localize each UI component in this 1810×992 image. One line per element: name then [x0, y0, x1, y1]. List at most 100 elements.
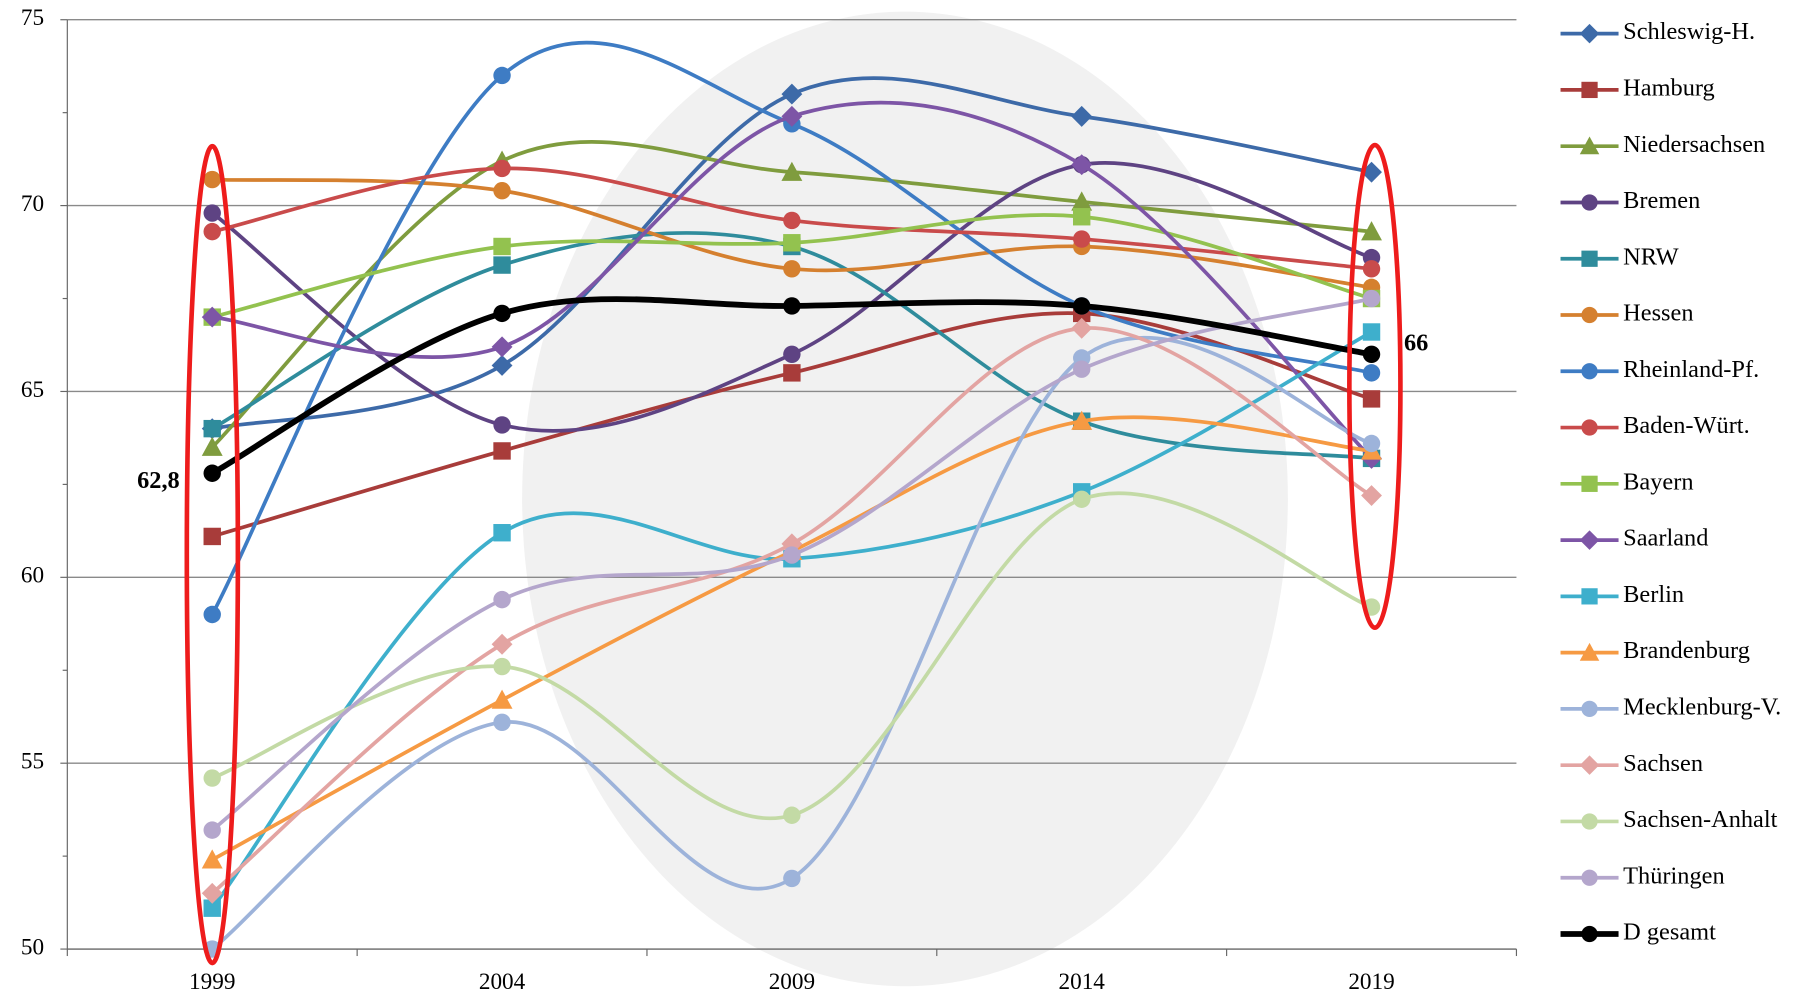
marker	[781, 161, 803, 181]
marker	[783, 364, 801, 382]
series-line	[210, 330, 1374, 911]
marker	[783, 546, 801, 564]
series	[201, 100, 1382, 469]
legend-label: Schleswig-H.	[1623, 18, 1755, 45]
series	[203, 289, 1381, 839]
x-tick-label: 2019	[1348, 969, 1394, 992]
marker	[1581, 250, 1598, 267]
legend-label: Thüringen	[1623, 862, 1724, 889]
legend-label: Saarland	[1623, 525, 1708, 552]
y-tick-label: 70	[21, 191, 44, 217]
marker	[203, 419, 221, 438]
marker	[783, 806, 801, 824]
y-tick-label: 50	[21, 934, 44, 960]
legend-label: Rheinland-Pf.	[1623, 356, 1759, 383]
series	[203, 335, 1381, 958]
series	[203, 296, 1381, 482]
plot-area: 50 55 60 65 70 75 1999 2004 2009 2014 2019 62,8 66	[21, 5, 1518, 992]
x-tick-label: 2004	[479, 969, 526, 992]
marker	[1579, 755, 1600, 775]
marker	[1073, 490, 1091, 508]
marker	[203, 204, 221, 222]
legend-label: Berlin	[1623, 581, 1684, 608]
marker	[783, 345, 801, 363]
x-tick-label: 1999	[189, 969, 235, 992]
marker	[203, 464, 221, 482]
marker	[201, 436, 223, 456]
series	[203, 490, 1381, 824]
marker	[493, 590, 511, 609]
marker	[781, 83, 803, 105]
marker	[1579, 642, 1600, 661]
marker	[203, 170, 221, 189]
marker	[1073, 230, 1091, 248]
series-line	[210, 76, 1374, 431]
data-label: 66	[1404, 330, 1428, 357]
y-tick-label: 60	[21, 563, 44, 589]
legend-label: Brandenburg	[1623, 637, 1750, 664]
marker	[781, 105, 803, 127]
marker	[493, 304, 511, 323]
marker	[1073, 360, 1091, 378]
marker	[1361, 221, 1382, 241]
marker	[1581, 588, 1598, 605]
background-image	[522, 11, 1288, 987]
marker	[493, 256, 511, 274]
marker	[203, 769, 221, 787]
marker	[1362, 260, 1381, 278]
marker	[203, 527, 221, 546]
marker	[1581, 363, 1598, 380]
marker	[1071, 105, 1093, 127]
marker	[1581, 419, 1598, 436]
marker	[201, 849, 223, 869]
y-tick-label: 55	[21, 749, 44, 775]
marker	[493, 237, 511, 256]
marker	[1071, 317, 1093, 339]
marker	[1581, 194, 1598, 211]
marker	[201, 306, 223, 328]
marker	[201, 882, 223, 904]
marker	[493, 524, 511, 542]
marker	[1581, 475, 1598, 492]
marker	[1362, 434, 1381, 453]
marker	[493, 159, 511, 178]
x-tick-label: 2014	[1059, 969, 1106, 992]
marker	[1073, 297, 1091, 315]
marker	[1362, 289, 1381, 308]
legend-label: D gesamt	[1623, 919, 1716, 946]
legend-label: Niedersachsen	[1623, 131, 1765, 158]
marker	[1362, 390, 1381, 408]
marker	[1579, 23, 1600, 44]
marker	[1071, 154, 1093, 176]
marker	[491, 354, 513, 376]
marker	[203, 222, 221, 241]
series-line	[210, 335, 1374, 951]
marker	[203, 821, 221, 839]
marker	[493, 657, 511, 676]
legend-label: Baden-Würt.	[1623, 412, 1749, 439]
marker	[783, 297, 801, 315]
marker	[1361, 485, 1382, 506]
highlight-ellipse	[1347, 142, 1403, 631]
series-line	[210, 40, 1374, 617]
legend-label: NRW	[1623, 243, 1679, 270]
marker	[203, 605, 221, 624]
marker	[783, 260, 801, 278]
marker	[1581, 869, 1598, 886]
marker	[493, 442, 511, 460]
y-tick-label: 75	[21, 5, 44, 31]
marker	[1581, 306, 1598, 324]
marker	[1362, 345, 1381, 363]
legend-label: Sachsen-Anhalt	[1623, 806, 1777, 833]
legend: Schleswig-H. Hamburg Niedersachsen Bremen NR…	[1560, 18, 1781, 946]
marker	[1071, 410, 1093, 430]
series	[201, 317, 1382, 904]
highlight-ellipse	[184, 143, 241, 966]
marker	[491, 633, 513, 655]
marker	[1579, 530, 1600, 550]
x-tick-label: 2009	[769, 969, 815, 992]
marker	[1581, 700, 1598, 718]
marker	[493, 416, 511, 434]
marker	[493, 66, 511, 85]
